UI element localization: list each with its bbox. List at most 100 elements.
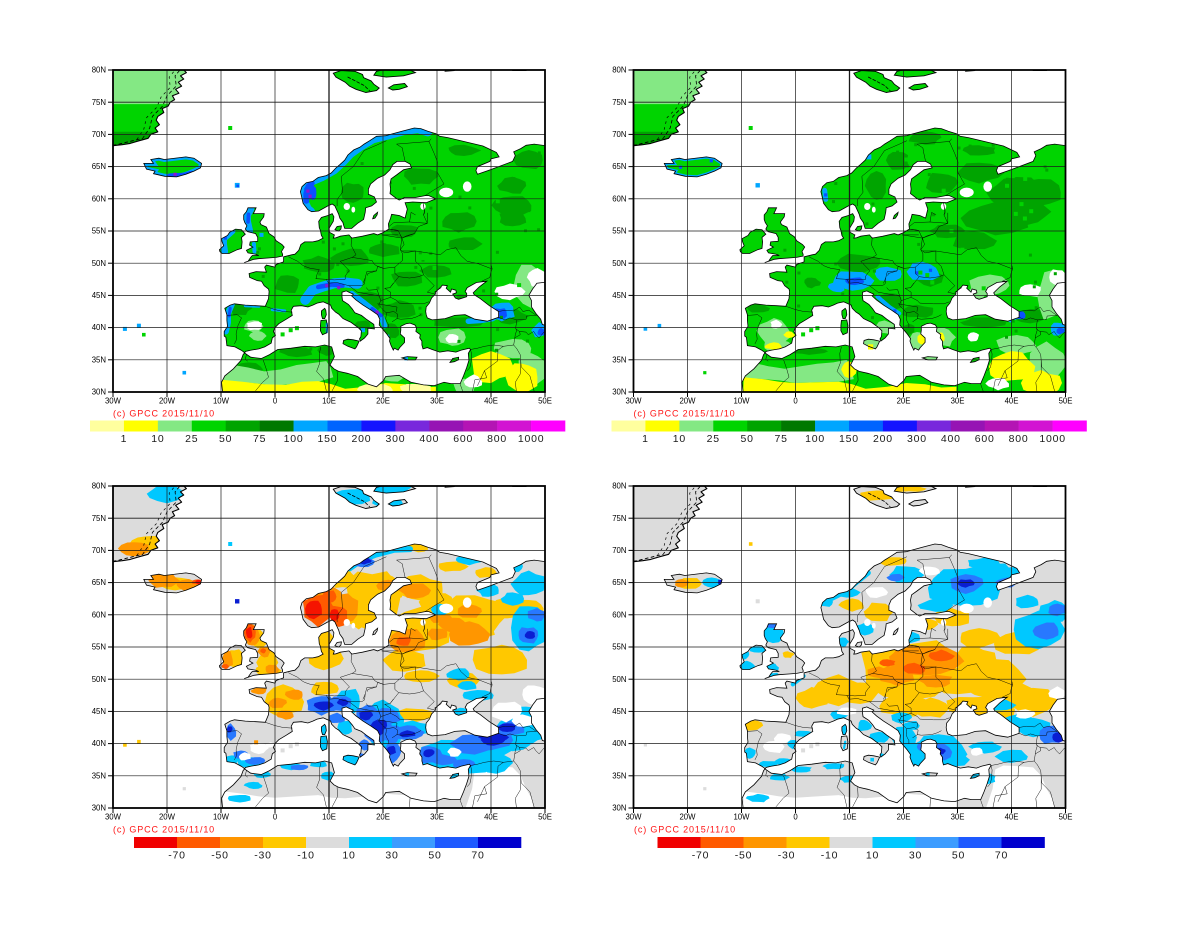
svg-text:70N: 70N <box>612 546 626 555</box>
svg-text:30: 30 <box>385 850 398 862</box>
svg-text:-10: -10 <box>297 850 315 862</box>
svg-text:400: 400 <box>419 433 439 445</box>
svg-text:20W: 20W <box>159 813 176 822</box>
svg-text:10E: 10E <box>322 813 336 822</box>
svg-text:10W: 10W <box>213 813 230 822</box>
svg-text:30E: 30E <box>951 813 965 822</box>
svg-text:75N: 75N <box>612 514 626 523</box>
svg-text:80N: 80N <box>92 482 106 491</box>
svg-text:50N: 50N <box>612 259 626 268</box>
svg-text:30N: 30N <box>612 388 626 397</box>
svg-text:10: 10 <box>866 850 879 862</box>
svg-text:-30: -30 <box>254 850 272 862</box>
svg-text:65N: 65N <box>92 162 106 171</box>
svg-text:20E: 20E <box>897 397 911 406</box>
svg-text:0: 0 <box>273 397 278 406</box>
svg-text:200: 200 <box>873 433 893 445</box>
svg-text:70: 70 <box>471 850 484 862</box>
svg-text:-30: -30 <box>778 850 796 862</box>
svg-text:40E: 40E <box>1005 397 1019 406</box>
svg-text:50N: 50N <box>612 675 626 684</box>
svg-text:30W: 30W <box>105 397 122 406</box>
svg-text:50E: 50E <box>1059 397 1073 406</box>
svg-text:-70: -70 <box>168 850 186 862</box>
svg-text:20E: 20E <box>897 813 911 822</box>
svg-text:60N: 60N <box>612 610 626 619</box>
svg-text:75: 75 <box>253 433 266 445</box>
svg-text:1000: 1000 <box>518 433 545 445</box>
svg-text:-50: -50 <box>211 850 229 862</box>
svg-text:1000: 1000 <box>1039 433 1066 445</box>
svg-text:65N: 65N <box>612 162 626 171</box>
svg-text:35N: 35N <box>612 771 626 780</box>
svg-text:20W: 20W <box>679 813 696 822</box>
svg-text:10E: 10E <box>322 397 336 406</box>
svg-text:10: 10 <box>673 433 686 445</box>
svg-text:800: 800 <box>1009 433 1029 445</box>
svg-text:20E: 20E <box>376 397 390 406</box>
svg-text:400: 400 <box>941 433 961 445</box>
svg-text:55N: 55N <box>92 643 106 652</box>
svg-text:50N: 50N <box>92 675 106 684</box>
svg-text:30E: 30E <box>430 813 444 822</box>
svg-text:100: 100 <box>805 433 825 445</box>
svg-text:25: 25 <box>707 433 720 445</box>
svg-text:30E: 30E <box>951 397 965 406</box>
svg-text:(c) GPCC 2015/11/10: (c) GPCC 2015/11/10 <box>634 409 736 419</box>
svg-text:200: 200 <box>351 433 371 445</box>
svg-text:70: 70 <box>995 850 1008 862</box>
svg-text:60N: 60N <box>92 610 106 619</box>
svg-text:600: 600 <box>453 433 473 445</box>
svg-text:300: 300 <box>385 433 405 445</box>
svg-text:40N: 40N <box>92 323 106 332</box>
svg-text:70N: 70N <box>612 130 626 139</box>
svg-text:1: 1 <box>121 433 128 445</box>
svg-text:20E: 20E <box>376 813 390 822</box>
svg-text:75N: 75N <box>92 514 106 523</box>
svg-text:75N: 75N <box>92 98 106 107</box>
svg-text:1: 1 <box>642 433 649 445</box>
svg-text:30N: 30N <box>612 804 626 813</box>
svg-text:50N: 50N <box>92 259 106 268</box>
svg-text:50: 50 <box>741 433 754 445</box>
svg-text:55N: 55N <box>92 227 106 236</box>
svg-text:80N: 80N <box>612 482 626 491</box>
svg-text:100: 100 <box>284 433 304 445</box>
svg-text:55N: 55N <box>612 643 626 652</box>
svg-text:80N: 80N <box>92 66 106 75</box>
svg-text:30E: 30E <box>430 397 444 406</box>
svg-text:30N: 30N <box>92 804 106 813</box>
svg-text:35N: 35N <box>92 771 106 780</box>
svg-text:10E: 10E <box>843 397 857 406</box>
svg-text:65N: 65N <box>92 578 106 587</box>
svg-text:50E: 50E <box>1059 813 1073 822</box>
svg-text:150: 150 <box>318 433 338 445</box>
svg-text:(c) GPCC 2015/11/10: (c) GPCC 2015/11/10 <box>113 825 215 835</box>
svg-text:55N: 55N <box>612 227 626 236</box>
svg-text:30W: 30W <box>625 813 642 822</box>
svg-text:45N: 45N <box>92 707 106 716</box>
svg-text:60N: 60N <box>612 194 626 203</box>
svg-text:50E: 50E <box>538 397 552 406</box>
svg-text:30W: 30W <box>625 397 642 406</box>
svg-text:35N: 35N <box>612 355 626 364</box>
svg-text:60N: 60N <box>92 194 106 203</box>
svg-text:-10: -10 <box>821 850 839 862</box>
svg-text:80N: 80N <box>612 66 626 75</box>
svg-text:40E: 40E <box>484 813 498 822</box>
svg-text:45N: 45N <box>612 291 626 300</box>
svg-text:10E: 10E <box>843 813 857 822</box>
svg-text:75N: 75N <box>612 98 626 107</box>
svg-text:(c) GPCC 2015/11/10: (c) GPCC 2015/11/10 <box>113 409 215 419</box>
svg-text:150: 150 <box>839 433 859 445</box>
svg-text:50E: 50E <box>538 813 552 822</box>
svg-text:30N: 30N <box>92 388 106 397</box>
svg-text:20W: 20W <box>159 397 176 406</box>
svg-text:35N: 35N <box>92 355 106 364</box>
svg-text:0: 0 <box>793 813 798 822</box>
svg-text:800: 800 <box>487 433 507 445</box>
svg-text:30: 30 <box>909 850 922 862</box>
svg-text:65N: 65N <box>612 578 626 587</box>
svg-text:40N: 40N <box>612 323 626 332</box>
svg-text:40E: 40E <box>484 397 498 406</box>
